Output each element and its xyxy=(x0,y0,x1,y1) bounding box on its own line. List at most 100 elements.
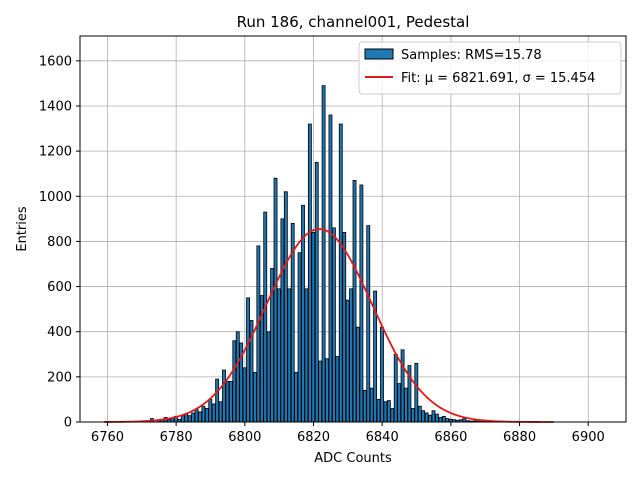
x-axis-ticks: 6760 6780 6800 6820 6840 6860 6880 6900 xyxy=(91,422,605,445)
histogram-bar xyxy=(397,383,402,423)
histogram-bar xyxy=(218,401,223,423)
histogram-bar xyxy=(294,371,299,423)
fit-curve-group xyxy=(104,228,554,423)
histogram-bar xyxy=(232,340,237,423)
histogram-bar xyxy=(356,326,360,423)
histogram-bar xyxy=(431,410,436,423)
legend-box xyxy=(358,41,622,95)
histogram-bar xyxy=(204,408,209,423)
histogram-bar xyxy=(352,180,357,423)
histogram-bar xyxy=(438,417,443,423)
x-tick-label: 6900 xyxy=(572,430,605,445)
plot-frame xyxy=(79,35,627,423)
histogram-bar xyxy=(404,387,408,423)
x-tick-label: 6880 xyxy=(503,430,536,445)
histogram-bar xyxy=(414,362,419,423)
histogram-bar xyxy=(287,288,292,423)
histogram-bar xyxy=(187,415,192,423)
histogram-bar xyxy=(445,418,450,423)
x-axis-label: ADC Counts xyxy=(314,451,392,466)
histogram-bar xyxy=(311,231,316,423)
histogram-bar xyxy=(417,405,422,423)
histogram-bar xyxy=(184,413,189,423)
histogram-bar xyxy=(383,401,388,423)
histogram-bar xyxy=(435,413,439,423)
fit-curve xyxy=(104,228,554,423)
histogram-bar xyxy=(253,371,257,423)
x-tick-label: 6760 xyxy=(91,430,124,445)
histogram-bar xyxy=(349,288,353,423)
histogram-bar xyxy=(462,418,467,423)
histogram-bar xyxy=(335,356,340,423)
histogram-bar xyxy=(194,409,199,423)
y-tick-label: 200 xyxy=(47,370,72,385)
histogram-bar xyxy=(225,380,230,423)
histogram-bar xyxy=(318,360,323,423)
histogram-bar xyxy=(283,191,288,423)
histogram-bar xyxy=(263,211,268,423)
histogram-bar xyxy=(331,227,336,423)
histogram-bar xyxy=(191,412,196,423)
histogram-bar xyxy=(222,369,226,423)
histogram-bar xyxy=(307,123,312,423)
y-tick-label: 1400 xyxy=(39,99,72,114)
histogram-bar xyxy=(400,349,405,423)
histogram-bar xyxy=(277,288,281,423)
y-tick-label: 800 xyxy=(47,235,72,250)
y-tick-label: 1200 xyxy=(39,145,72,160)
histogram-bar xyxy=(369,387,374,423)
histogram-bar xyxy=(424,412,429,423)
histogram-bar xyxy=(338,123,343,423)
histogram-bar xyxy=(201,405,206,423)
histogram-bar xyxy=(393,353,398,423)
x-tick-label: 6800 xyxy=(228,430,261,445)
histogram-bar xyxy=(215,378,220,423)
histogram-bar xyxy=(441,415,446,423)
histogram-bar xyxy=(345,299,350,423)
y-tick-label: 400 xyxy=(47,325,72,340)
histogram-bar xyxy=(256,245,261,423)
histogram-bar xyxy=(198,411,202,423)
histogram-bar xyxy=(242,367,247,423)
histogram-bar xyxy=(359,184,364,423)
histogram-bar xyxy=(421,410,426,423)
histogram-bar xyxy=(376,399,381,423)
histogram-bar xyxy=(362,389,367,423)
y-tick-label: 600 xyxy=(47,280,72,295)
legend-hist-label: Samples: RMS=15.78 xyxy=(401,48,542,63)
histogram-bar xyxy=(386,400,391,423)
histogram-bar xyxy=(321,85,326,423)
x-tick-label: 6840 xyxy=(366,430,399,445)
histogram-bar xyxy=(297,252,302,423)
y-axis-label: Entries xyxy=(15,206,30,252)
histogram-bar xyxy=(366,225,371,423)
x-tick-label: 6780 xyxy=(160,430,193,445)
legend-bar-swatch xyxy=(364,48,394,60)
histogram-bar xyxy=(228,380,233,423)
histogram-bar xyxy=(342,231,347,423)
histogram-bar xyxy=(304,288,309,423)
legend-fit-label: Fit: μ = 6821.691, σ = 15.454 xyxy=(401,71,595,86)
histogram-bar xyxy=(325,358,329,423)
legend: Samples: RMS=15.78 Fit: μ = 6821.691, σ … xyxy=(358,41,622,95)
histogram-bar xyxy=(273,177,278,423)
histogram-bar xyxy=(390,408,395,423)
histogram-bar xyxy=(246,297,250,423)
chart-title: Run 186, channel001, Pedestal xyxy=(237,13,470,31)
histogram-bar xyxy=(211,403,216,423)
histogram-bar xyxy=(180,414,185,423)
x-tick-label: 6820 xyxy=(297,430,330,445)
histogram-bar xyxy=(328,114,333,423)
y-tick-label: 0 xyxy=(64,416,72,431)
histogram-bar xyxy=(280,218,285,423)
histogram-bar xyxy=(235,331,240,423)
y-axis-ticks: 0 200 400 600 800 1000 1200 1400 1600 xyxy=(39,54,80,431)
y-tick-label: 1000 xyxy=(39,190,72,205)
histogram-bar xyxy=(266,331,271,423)
histogram-bar xyxy=(428,414,432,423)
y-tick-label: 1600 xyxy=(39,54,72,69)
histogram-bar xyxy=(410,408,415,423)
histogram-bar xyxy=(208,399,213,423)
x-tick-label: 6860 xyxy=(434,430,467,445)
